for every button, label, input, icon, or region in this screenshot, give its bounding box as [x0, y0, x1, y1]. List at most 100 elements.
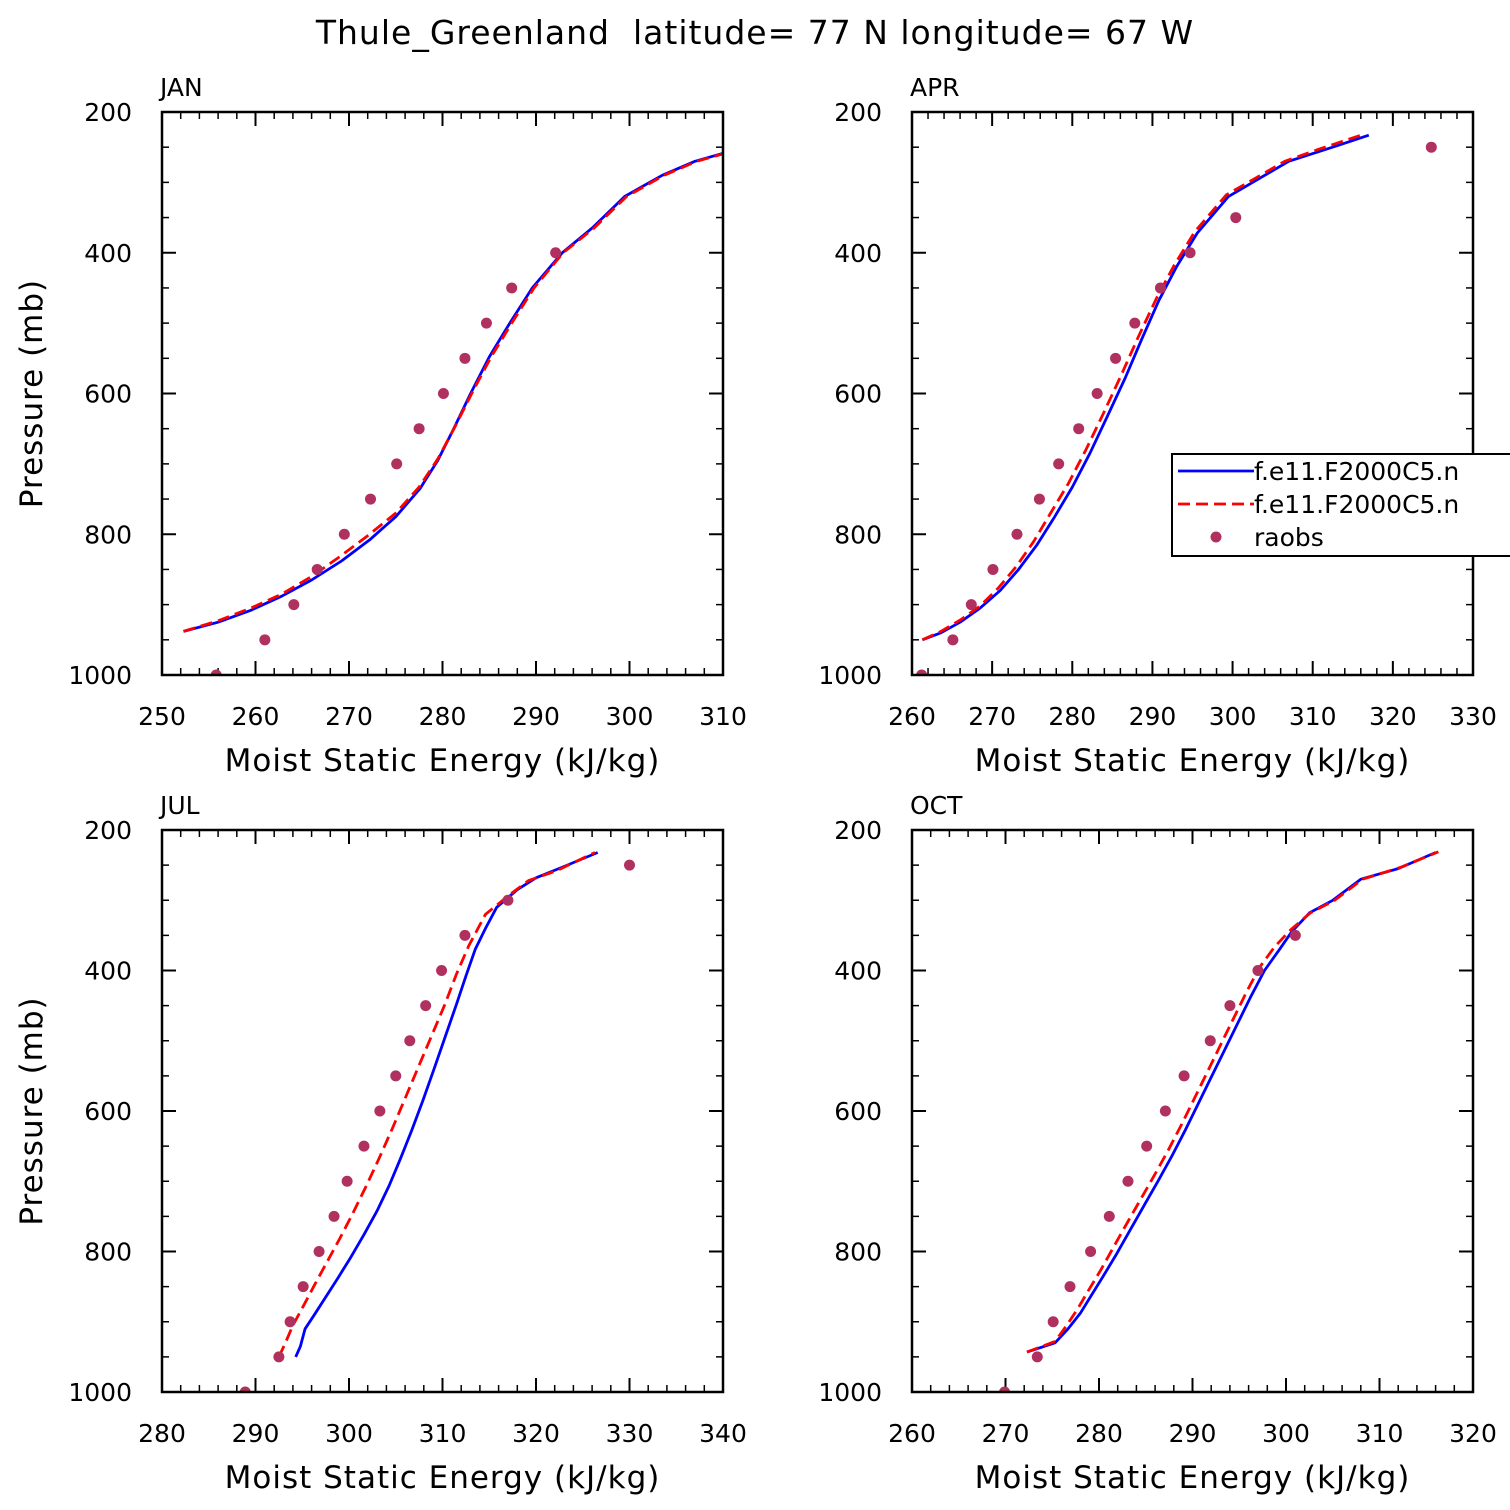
- raobs-point: [947, 634, 959, 646]
- x-tick-label: 270: [968, 702, 1016, 731]
- raobs-point: [297, 1281, 309, 1293]
- x-tick-label: 260: [888, 702, 936, 731]
- raobs-point: [313, 1246, 325, 1257]
- series-line-solid: [183, 151, 723, 633]
- legend-label: f.e11.F2000C5.n: [1254, 490, 1459, 519]
- minor-ticks: [911, 111, 1474, 676]
- raobs-point: [502, 894, 514, 906]
- raobs-point: [1289, 929, 1301, 941]
- y-tick-label: 1000: [68, 1378, 132, 1407]
- x-tick-label: 300: [606, 702, 654, 731]
- plot-frame: [160, 828, 725, 1394]
- panel-label: APR: [910, 73, 960, 102]
- raobs-point: [273, 1351, 285, 1363]
- raobs-point: [328, 1210, 340, 1222]
- panel-apr: 260 270 280 290 300 310 320 330 200 400 600 800 1000…: [818, 73, 1496, 779]
- x-tick-label: 270: [982, 1419, 1030, 1448]
- x-axis-label: Moist Static Energy (kJ/kg): [975, 743, 1411, 779]
- raobs-point: [311, 563, 323, 575]
- x-tick-label: 330: [1449, 702, 1497, 731]
- series-line-solid: [1026, 851, 1437, 1354]
- y-tick-label: 200: [84, 98, 132, 127]
- raobs-point: [1073, 423, 1085, 435]
- plot-area: [183, 151, 723, 675]
- raobs-point: [1053, 458, 1065, 470]
- y-tick-label: 600: [84, 1097, 132, 1126]
- plot-frame: [910, 828, 1475, 1394]
- raobs-point: [1011, 528, 1023, 540]
- y-tick-label: 800: [84, 520, 132, 549]
- x-tick-label: 280: [1075, 1419, 1123, 1448]
- x-axis-label: Moist Static Energy (kJ/kg): [225, 1460, 661, 1496]
- series-line-dashed: [277, 851, 596, 1358]
- raobs-point: [1033, 493, 1045, 505]
- legend-label: raobs: [1254, 523, 1324, 552]
- y-tick-label: 800: [84, 1238, 132, 1267]
- series-raobs: [916, 141, 1437, 675]
- raobs-point: [341, 1175, 353, 1187]
- x-tick-label: 290: [1129, 702, 1177, 731]
- raobs-point: [391, 458, 403, 470]
- raobs-point: [436, 965, 448, 976]
- raobs-point: [1154, 282, 1166, 294]
- x-axis-label: Moist Static Energy (kJ/kg): [975, 1460, 1411, 1496]
- y-axis-label: Pressure (mb): [14, 279, 50, 508]
- x-tick-label: 310: [419, 1419, 467, 1448]
- panel-jul: 280 290 300 310 320 330 340 200 400 600 800 1000 JUL…: [14, 791, 747, 1496]
- raobs-point: [210, 669, 222, 675]
- y-axis-label: Pressure (mb): [14, 996, 50, 1225]
- raobs-point: [374, 1105, 386, 1117]
- raobs-point: [390, 1070, 402, 1082]
- y-tick-label: 600: [834, 380, 882, 409]
- minor-ticks: [161, 829, 724, 1393]
- raobs-point: [1031, 1351, 1043, 1363]
- raobs-point: [365, 493, 377, 505]
- raobs-point: [1425, 141, 1437, 153]
- x-tick-label: 300: [325, 1419, 373, 1448]
- panel-label: JAN: [158, 73, 203, 102]
- raobs-point: [338, 528, 350, 540]
- raobs-point: [1141, 1140, 1153, 1152]
- x-tick-label: 270: [325, 702, 373, 731]
- plot-area: [999, 850, 1439, 1392]
- series-raobs: [239, 859, 635, 1392]
- raobs-point: [437, 388, 449, 399]
- y-tick-label: 200: [84, 816, 132, 845]
- raobs-point: [1204, 1035, 1216, 1047]
- x-tick-label: 290: [1169, 1419, 1217, 1448]
- panel-label: OCT: [910, 791, 963, 820]
- minor-ticks: [911, 829, 1474, 1393]
- raobs-point: [550, 247, 562, 259]
- panels: 250 260 270 280 290 300 310 200 400 600 800 1000 JAN…: [14, 73, 1497, 1496]
- y-tick-label: 600: [84, 380, 132, 409]
- raobs-point: [413, 423, 425, 435]
- y-tick-label: 400: [84, 957, 132, 986]
- series-line-dashed: [1026, 850, 1439, 1354]
- x-tick-label: 320: [1369, 702, 1417, 731]
- x-tick-label: 280: [1048, 702, 1096, 731]
- raobs-point: [459, 352, 471, 364]
- raobs-point: [987, 563, 999, 575]
- raobs-point: [1252, 965, 1264, 976]
- plot-frame: [160, 110, 725, 677]
- raobs-point: [1085, 1246, 1097, 1257]
- legend-label: f.e11.F2000C5.n: [1254, 457, 1459, 486]
- legend-marker: [1210, 531, 1222, 543]
- raobs-point: [1064, 1281, 1076, 1293]
- raobs-point: [259, 634, 271, 646]
- x-tick-label: 300: [1262, 1419, 1310, 1448]
- raobs-point: [284, 1316, 296, 1328]
- major-ticks: [911, 829, 1474, 1393]
- raobs-point: [404, 1035, 416, 1047]
- raobs-point: [1178, 1070, 1190, 1082]
- panel-label: JUL: [158, 791, 200, 820]
- raobs-point: [1103, 1210, 1115, 1222]
- y-tick-label: 200: [834, 816, 882, 845]
- raobs-point: [459, 929, 471, 941]
- raobs-point: [288, 599, 300, 611]
- plot-area: [916, 133, 1437, 675]
- panel-oct: 260 270 280 290 300 310 320 200 400 600 800 1000 OCT…: [818, 791, 1496, 1496]
- x-tick-label: 310: [1289, 702, 1337, 731]
- legend-entry: f.e11.F2000C5.n: [1178, 490, 1459, 519]
